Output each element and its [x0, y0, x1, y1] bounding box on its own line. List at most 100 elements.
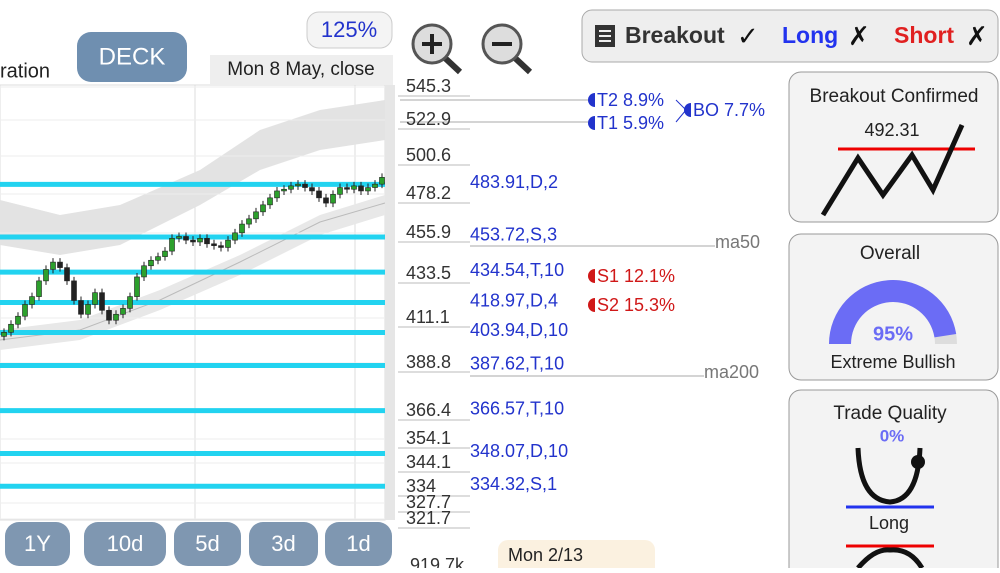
target-t1: T1 5.9% [597, 113, 664, 133]
candle [169, 238, 175, 252]
candle [29, 296, 35, 305]
candle [260, 204, 266, 213]
candle [267, 197, 273, 206]
level-label: 483.91,D,2 [470, 172, 558, 192]
candle [232, 232, 238, 241]
zoom-in[interactable] [411, 23, 463, 75]
target-icon [588, 269, 595, 283]
quality-glyph [855, 447, 923, 505]
quality-side: Long [869, 513, 909, 533]
mode-short[interactable]: Short [894, 22, 954, 48]
candle [78, 300, 84, 315]
deck-label[interactable]: DECK [99, 43, 166, 70]
price-tick-label: 545.3 [406, 76, 451, 96]
target-bo: BO 7.7% [693, 100, 765, 120]
ma50-label: ma50 [715, 232, 760, 252]
candle [253, 211, 259, 220]
candle [22, 304, 28, 317]
candle [344, 187, 350, 190]
candle [155, 256, 161, 261]
candle [302, 183, 308, 188]
candle [8, 323, 14, 333]
scrollbar[interactable] [385, 85, 395, 520]
level-label: 403.94,D,10 [470, 320, 568, 340]
candle [92, 292, 98, 305]
zoom-box[interactable] [306, 11, 393, 49]
volume-label: 919.7k [410, 555, 465, 568]
doc-icon [595, 25, 615, 47]
zoom-out[interactable] [481, 23, 533, 75]
price-tick-label: 433.5 [406, 263, 451, 283]
candle [36, 280, 42, 297]
period-button[interactable] [174, 522, 241, 566]
mode-mark: ✗ [848, 21, 870, 51]
candle [50, 261, 56, 270]
breakout-price: 492.31 [864, 120, 919, 140]
candle [330, 194, 336, 204]
candle [183, 236, 189, 241]
candle [99, 292, 105, 311]
candle [141, 265, 147, 278]
gauge-label: 95% [873, 323, 913, 345]
card-title: Trade Quality [833, 403, 947, 424]
connector [675, 99, 687, 111]
price-tick-label: 478.2 [406, 183, 451, 203]
candle [64, 267, 70, 282]
period-button[interactable] [249, 522, 318, 566]
candle [113, 313, 119, 321]
verdict: Extreme Bullish [830, 352, 955, 372]
footer-date: Mon 2/13 [508, 545, 583, 565]
period-label[interactable]: 1d [346, 531, 370, 556]
price-tick-label: 321.7 [406, 508, 451, 528]
candle [309, 187, 315, 192]
candle [295, 183, 301, 187]
period-label[interactable]: 1Y [24, 531, 51, 556]
period-label[interactable]: 10d [107, 531, 144, 556]
candle [379, 177, 385, 185]
candle [218, 245, 224, 248]
candle [372, 183, 378, 188]
period-button[interactable] [325, 522, 392, 566]
target-icon [588, 298, 595, 312]
target-icon [684, 103, 691, 117]
period-button[interactable] [84, 522, 166, 566]
candle [43, 269, 49, 282]
level-label: 366.57,T,10 [470, 398, 564, 418]
level-label: 348.07,D,10 [470, 441, 568, 461]
candle [162, 250, 168, 257]
candle [365, 187, 371, 192]
candle [85, 304, 91, 315]
price-tick-label: 344.1 [406, 452, 451, 472]
candle [127, 296, 133, 309]
price-tick-label: 388.8 [406, 352, 451, 372]
candle [134, 276, 140, 297]
level-label: 387.62,T,10 [470, 353, 564, 373]
candle [358, 185, 364, 192]
period-label[interactable]: 3d [271, 531, 295, 556]
price-tick-label: 500.6 [406, 145, 451, 165]
target-icon [588, 116, 595, 130]
target-s1: S1 12.1% [597, 266, 675, 286]
candle [337, 187, 343, 195]
candle [246, 218, 252, 225]
gauge-fill [829, 280, 957, 344]
candle [316, 190, 322, 199]
candle [211, 243, 217, 246]
band [0, 195, 385, 350]
ma200-label: ma200 [704, 362, 759, 382]
mode-mark: ✗ [966, 21, 988, 51]
candle [1, 332, 7, 337]
breakout-glyph [820, 123, 965, 217]
candle [190, 239, 196, 243]
candle [71, 280, 77, 301]
price-tick-label: 411.1 [406, 307, 450, 327]
mode-long[interactable]: Long [782, 22, 838, 48]
zoom-level: 125% [321, 17, 377, 42]
deck-button[interactable] [77, 32, 187, 82]
mode-mark: ✓ [737, 21, 759, 51]
candle [204, 238, 210, 245]
period-label[interactable]: 5d [195, 531, 219, 556]
period-button[interactable] [5, 522, 70, 566]
candle [148, 259, 154, 267]
mode-breakout[interactable]: Breakout [625, 22, 725, 48]
